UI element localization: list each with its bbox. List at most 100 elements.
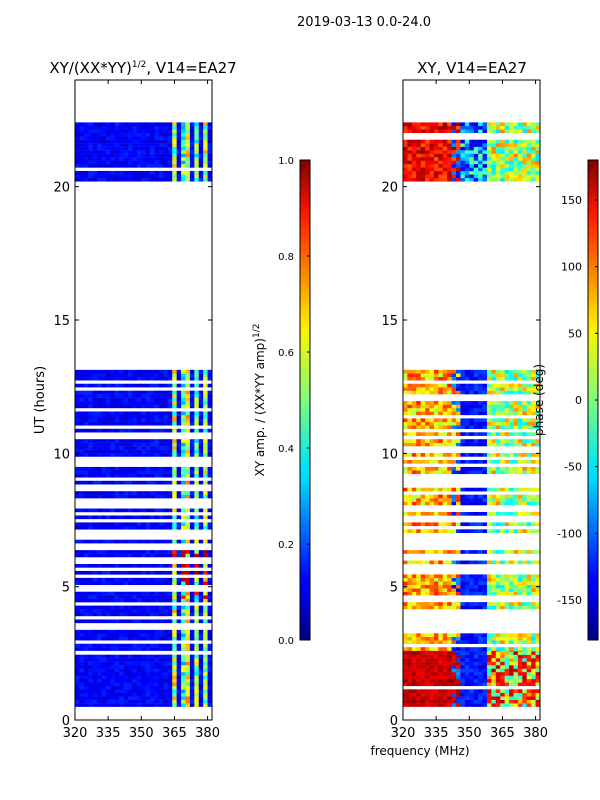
heatmap-cell <box>75 598 80 603</box>
heatmap-cell <box>469 129 475 133</box>
heatmap-cell <box>75 539 80 544</box>
heatmap-cell <box>88 125 93 130</box>
heatmap-cell <box>460 665 466 669</box>
heatmap-cell <box>429 577 435 582</box>
heatmap-cell <box>203 446 208 450</box>
heatmap-cell <box>486 692 492 697</box>
heatmap-cell <box>438 150 444 154</box>
heatmap-cell <box>403 651 408 655</box>
heatmap-cell <box>128 668 133 673</box>
heatmap-cell <box>407 146 413 151</box>
heatmap-cell <box>185 525 191 530</box>
heatmap-cell <box>464 139 470 144</box>
heatmap-cell <box>442 678 448 683</box>
heatmap-cell <box>119 136 124 140</box>
heatmap-cell <box>531 421 536 426</box>
heatmap-cell <box>203 612 208 617</box>
heatmap-cell <box>136 539 142 544</box>
heatmap-cell <box>128 605 133 610</box>
heatmap-cell <box>150 491 155 495</box>
heatmap-cell <box>105 136 111 140</box>
heatmap-cell <box>464 640 470 644</box>
heatmap-cell <box>486 668 492 673</box>
heatmap-cell <box>447 390 452 395</box>
heatmap-cell <box>464 373 470 377</box>
heatmap-cell <box>486 157 492 161</box>
left-colorbar-label: XY amp. / (XX*YY amp)1/2 <box>252 324 267 477</box>
heatmap-cell <box>456 439 461 443</box>
heatmap-cell <box>132 633 138 637</box>
heatmap-cell <box>194 449 200 454</box>
heatmap-cell <box>509 651 514 655</box>
heatmap-cell <box>136 633 142 637</box>
heatmap-cell <box>150 525 155 530</box>
heatmap-cell <box>500 658 505 662</box>
heatmap-cell <box>141 421 147 426</box>
heatmap-cell <box>154 129 160 133</box>
heatmap-cell <box>158 394 164 398</box>
heatmap-cell <box>420 122 426 127</box>
heatmap-cell <box>136 522 142 527</box>
heatmap-cell <box>433 654 439 659</box>
heatmap-cell <box>451 678 457 683</box>
heatmap-cell <box>473 501 479 506</box>
heatmap-cell <box>425 442 430 447</box>
heatmap-cell <box>88 146 93 151</box>
heatmap-cell <box>123 132 129 137</box>
heatmap-cell <box>425 425 430 429</box>
heatmap-cell <box>145 390 151 395</box>
heatmap-cell <box>456 432 461 436</box>
heatmap-cell <box>482 577 488 582</box>
heatmap-cell <box>491 125 497 130</box>
heatmap-cell <box>207 373 213 377</box>
heatmap-cell <box>517 404 523 409</box>
heatmap-cell <box>416 668 421 673</box>
heatmap-cell <box>75 682 80 687</box>
heatmap-cell <box>486 421 492 426</box>
heatmap-cell <box>114 633 120 637</box>
heatmap-cell <box>438 470 444 475</box>
heatmap-cell <box>163 522 169 527</box>
heatmap-cell <box>425 692 430 697</box>
heatmap-cell <box>460 167 466 172</box>
heatmap-cell <box>105 668 111 673</box>
heatmap-cell <box>500 150 505 154</box>
heatmap-cell <box>189 164 195 168</box>
heatmap-cell <box>416 678 421 683</box>
heatmap-cell <box>517 560 523 565</box>
heatmap-cell <box>88 177 93 182</box>
heatmap-cell <box>114 494 120 499</box>
heatmap-cell <box>110 442 116 447</box>
heatmap-cell <box>101 428 107 433</box>
heatmap-cell <box>207 633 213 637</box>
heatmap-cell <box>509 661 514 666</box>
heatmap-cell <box>433 167 439 172</box>
heatmap-cell <box>150 404 155 409</box>
heatmap-cell <box>420 146 426 151</box>
heatmap-cell <box>509 692 514 697</box>
heatmap-cell <box>101 421 107 426</box>
heatmap-cell <box>469 421 475 426</box>
heatmap-cell <box>123 699 129 704</box>
heatmap-cell <box>513 487 519 492</box>
heatmap-cell <box>119 401 124 405</box>
heatmap-cell <box>429 661 435 666</box>
x-tick-label: 350 <box>457 726 482 741</box>
heatmap-cell <box>75 132 80 137</box>
heatmap-cell <box>425 376 430 381</box>
heatmap-cell <box>79 703 85 707</box>
heatmap-cell <box>189 605 195 610</box>
heatmap-cell <box>522 150 528 154</box>
heatmap-cell <box>105 525 111 530</box>
heatmap-cell <box>92 577 98 582</box>
heatmap-cell <box>141 595 147 599</box>
heatmap-cell <box>198 692 204 697</box>
heatmap-cell <box>79 619 85 624</box>
heatmap-cell <box>198 699 204 704</box>
heatmap-cell <box>447 421 452 426</box>
heatmap-cell <box>101 508 107 513</box>
heatmap-cell <box>150 376 155 381</box>
heatmap-cell <box>526 689 532 693</box>
heatmap-cell <box>158 581 164 585</box>
heatmap-cell <box>203 689 208 693</box>
